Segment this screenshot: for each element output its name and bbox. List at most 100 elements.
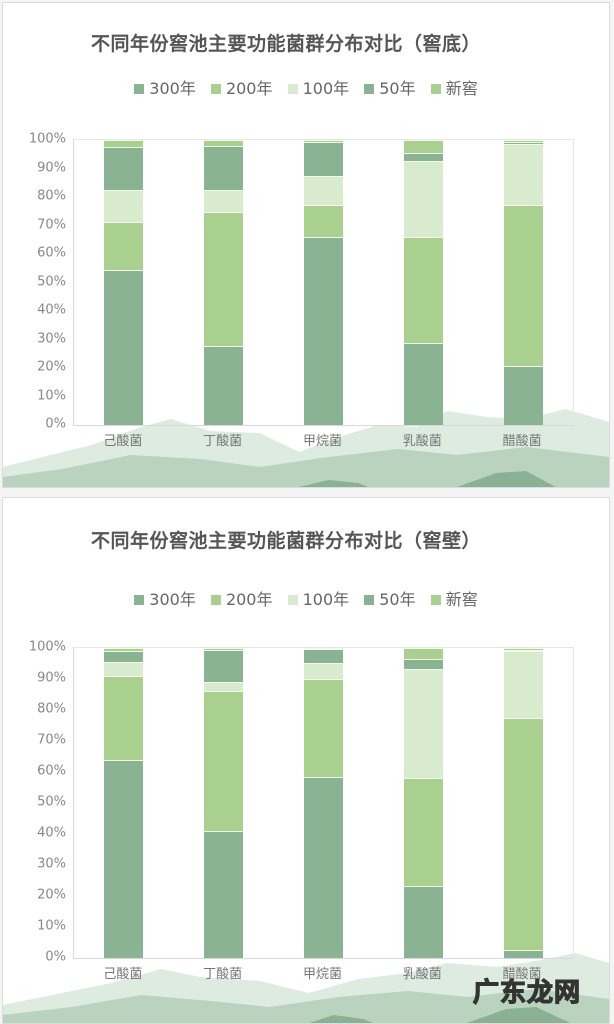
bar-segment-100年: [304, 175, 343, 206]
bar-segment-100年: [304, 662, 343, 680]
x-axis-category-label: 乳酸菌: [402, 434, 442, 449]
stacked-bar: [403, 140, 443, 425]
bar-segment-100年: [503, 651, 543, 719]
chart-panel-pit-bottom: 不同年份窖池主要功能菌群分布对比（窖底） 300年 200年 100年 50年 …: [2, 2, 610, 488]
stacked-bar: [403, 648, 443, 958]
legend-label: 100年: [302, 79, 350, 98]
bar-segment-200年: [403, 777, 443, 886]
bar-segment-200年: [503, 205, 543, 366]
stacked-bar: [304, 648, 343, 958]
stacked-bar: [104, 140, 144, 425]
chart-legend: 300年 200年 100年 50年 新窖: [3, 75, 609, 99]
legend-item-100: 100年: [287, 75, 350, 99]
legend-swatch-icon: [287, 84, 298, 94]
bar-segment-300年: [204, 346, 244, 425]
bar-segment-100年: [503, 144, 543, 205]
legend-item-50: 50年: [364, 75, 416, 99]
bar-segment-50年: [104, 146, 144, 191]
y-axis-tick-label: 40%: [37, 825, 66, 841]
bar-segment-200年: [503, 718, 543, 950]
bar-segment-200年: [204, 691, 244, 832]
legend-item-new: 新窖: [430, 586, 478, 610]
chart-title: 不同年份窖池主要功能菌群分布对比（窖底）: [90, 33, 481, 55]
y-axis-tick-label: 0%: [45, 949, 66, 965]
bar-segment-300年: [503, 949, 543, 958]
y-axis-tick-label: 10%: [37, 918, 66, 934]
legend-item-200: 200年: [210, 586, 273, 610]
stacked-bar: [503, 140, 543, 425]
stacked-bar: [204, 648, 244, 958]
chart-title: 不同年份窖池主要功能菌群分布对比（窖壁）: [90, 530, 481, 552]
x-axis-category-label: 甲烷菌: [302, 967, 342, 982]
legend-swatch-icon: [134, 84, 145, 94]
plot-area: [73, 139, 574, 426]
bar-segment-100年: [403, 161, 443, 237]
y-axis-tick-label: 60%: [37, 763, 66, 779]
legend-item-100: 100年: [287, 586, 349, 610]
bar-segment-新窖: [204, 140, 244, 146]
bar-segment-300年: [204, 831, 244, 958]
legend-swatch-icon: [430, 84, 441, 94]
legend-label: 300年: [149, 590, 196, 609]
y-axis-tick-label: 70%: [37, 732, 66, 748]
legend-label: 50年: [379, 79, 416, 98]
bar-segment-200年: [304, 205, 343, 238]
y-axis-tick-label: 100%: [28, 131, 66, 147]
mountain-landscape-icon: [3, 409, 609, 487]
bar-segment-100年: [403, 669, 443, 778]
bar-segment-300年: [503, 365, 543, 425]
bar-segment-50年: [403, 152, 443, 162]
stacked-bar: [204, 140, 244, 425]
x-axis-category-label: 醋酸菌: [502, 434, 542, 449]
legend-swatch-icon: [287, 595, 298, 605]
bar-segment-新窖: [403, 140, 443, 153]
x-axis-category-label: 甲烷菌: [302, 434, 342, 449]
bar-segment-50年: [503, 141, 543, 145]
y-axis-tick-label: 0%: [45, 416, 66, 432]
bar-segment-100年: [104, 190, 144, 223]
stacked-bar: [304, 140, 343, 425]
y-axis-tick-label: 30%: [37, 331, 66, 346]
legend-label: 300年: [149, 79, 196, 98]
bar-segment-200年: [104, 675, 144, 760]
bar-segment-50年: [304, 142, 343, 176]
bar-segment-50年: [403, 658, 443, 670]
bar-segment-新窖: [503, 648, 543, 650]
legend-item-new: 新窖: [430, 75, 478, 99]
y-axis-tick-label: 60%: [37, 245, 66, 261]
bar-segment-300年: [104, 759, 144, 958]
bar-segment-200年: [104, 222, 144, 270]
bar-segment-50年: [104, 651, 144, 662]
legend-label: 200年: [225, 79, 273, 98]
y-axis-tick-label: 20%: [37, 887, 66, 903]
bar-segment-300年: [403, 885, 443, 958]
stacked-bar: [503, 648, 543, 958]
bar-segment-新窖: [104, 648, 144, 652]
bar-segment-100年: [104, 661, 144, 676]
y-axis-tick-label: 80%: [37, 701, 66, 717]
legend-label: 50年: [379, 590, 416, 609]
legend-swatch-icon: [210, 84, 221, 94]
bar-segment-50年: [204, 145, 244, 191]
y-axis-tick-label: 50%: [37, 794, 66, 810]
legend-swatch-icon: [134, 595, 145, 605]
y-axis-tick-label: 20%: [37, 359, 66, 375]
legend-label: 200年: [225, 590, 273, 609]
legend-item-50: 50年: [364, 586, 416, 610]
legend-label: 新窖: [445, 590, 478, 609]
bar-segment-300年: [403, 342, 443, 425]
legend-item-200: 200年: [210, 75, 273, 99]
x-axis-category-label: 乳酸菌: [402, 967, 442, 982]
bar-segment-200年: [403, 236, 443, 343]
bar-segment-新窖: [304, 648, 343, 649]
legend-label: 新窖: [445, 79, 478, 98]
bar-segment-新窖: [104, 140, 144, 147]
y-axis-tick-label: 90%: [37, 160, 66, 175]
y-axis-tick-label: 40%: [37, 302, 66, 318]
y-axis-tick-label: 50%: [37, 274, 66, 289]
y-axis-tick-label: 30%: [37, 856, 66, 872]
x-axis-category-label: 己酸菌: [103, 967, 143, 982]
bar-segment-200年: [304, 679, 343, 778]
x-axis-category-label: 丁酸菌: [203, 434, 243, 449]
mountain-landscape-icon: [3, 953, 609, 1023]
